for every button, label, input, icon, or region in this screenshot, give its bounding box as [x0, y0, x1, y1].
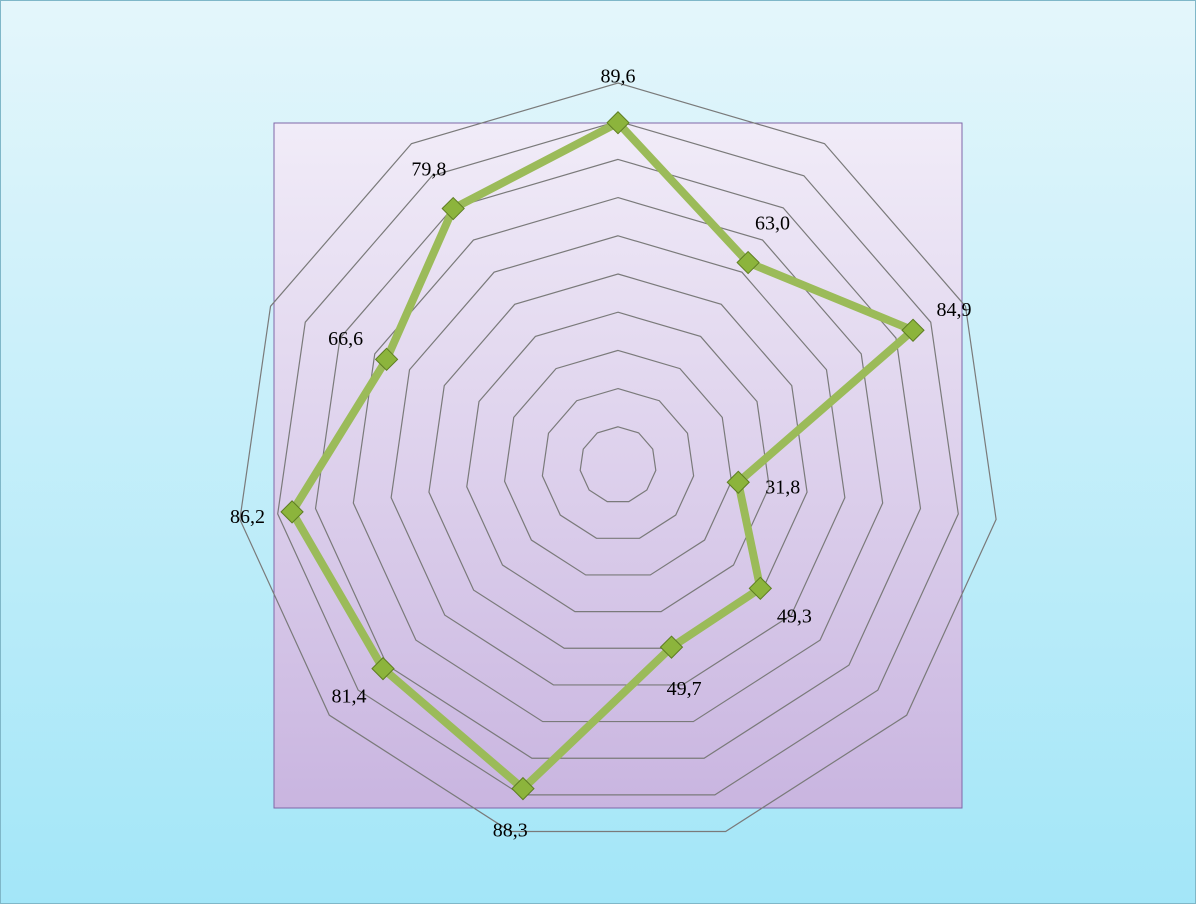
marker — [606, 111, 630, 135]
data-label: 81,4 — [331, 686, 366, 708]
marker — [511, 776, 535, 801]
grid-ring — [466, 311, 770, 613]
marker — [441, 196, 465, 221]
data-label: 49,3 — [777, 605, 812, 627]
grid-ring — [352, 196, 884, 723]
data-label: 84,9 — [936, 299, 971, 321]
marker — [280, 500, 304, 524]
grid-ring — [503, 349, 733, 576]
data-label: 88,3 — [493, 819, 528, 841]
radar-line — [288, 118, 918, 793]
grid-ring — [277, 120, 959, 796]
grid-ring — [239, 82, 997, 833]
data-label: 31,8 — [765, 476, 800, 498]
marker — [726, 470, 750, 494]
grid-ring — [428, 273, 808, 649]
plot-area — [273, 122, 963, 809]
data-label: 89,6 — [601, 65, 636, 87]
marker — [748, 576, 773, 601]
data-label: 49,7 — [667, 678, 702, 700]
data-label: 63,0 — [755, 212, 790, 234]
marker — [371, 656, 395, 681]
grid-ring — [579, 426, 657, 503]
marker — [901, 318, 925, 342]
marker — [374, 347, 399, 372]
grid-ring — [541, 387, 695, 539]
marker — [659, 635, 684, 659]
data-label: 86,2 — [230, 506, 265, 528]
marker — [736, 250, 760, 275]
data-label: 79,8 — [411, 158, 446, 180]
grid-ring — [390, 235, 846, 686]
data-label: 66,6 — [328, 328, 363, 350]
